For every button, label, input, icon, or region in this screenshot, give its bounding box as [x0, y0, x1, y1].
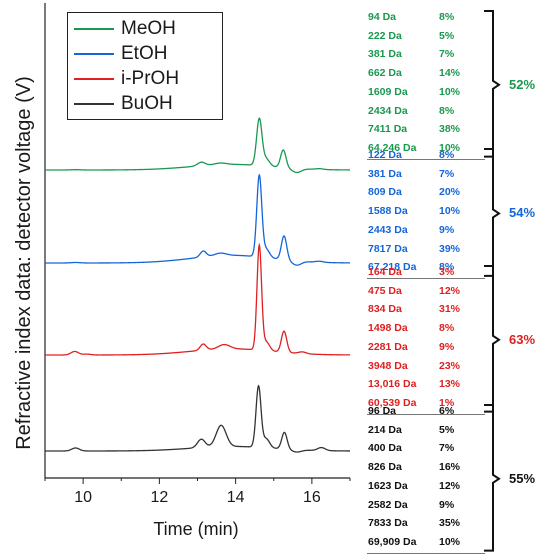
table-divider: [367, 552, 485, 554]
mw-mass: 400 Da: [368, 442, 402, 455]
mw-mass: 1498 Da: [368, 322, 408, 335]
mw-percent: 10%: [439, 535, 461, 548]
mw-percent: 38%: [439, 123, 461, 136]
mw-percent: 9%: [439, 498, 455, 511]
mw-mass: 1588 Da: [368, 205, 408, 218]
legend-item-buoh: BuOH: [68, 93, 222, 115]
legend-label-meoh: MeOH: [121, 18, 176, 39]
mw-mass: 2443 Da: [368, 223, 408, 236]
mw-percent: 39%: [439, 242, 461, 255]
mw-mass: 381 Da: [368, 167, 402, 180]
legend-swatch-meoh: [74, 28, 114, 30]
group-total: 52%: [509, 76, 536, 92]
mw-mass: 60,539 Da: [368, 396, 417, 409]
legend-item-iproh: i-PrOH: [68, 68, 222, 90]
mw-mass: 7833 Da: [368, 517, 408, 530]
mw-mass: 7817 Da: [368, 242, 408, 255]
mw-mass: 3948 Da: [368, 359, 408, 372]
legend: MeOH EtOH i-PrOH BuOH: [67, 12, 223, 120]
mw-percent: 7%: [439, 48, 455, 61]
legend-label-etoh: EtOH: [121, 43, 168, 64]
mw-mass: 1623 Da: [368, 479, 408, 492]
x-tick-label: 12: [150, 489, 168, 506]
mw-mass: 475 Da: [368, 284, 402, 297]
trace-iproh: [45, 242, 350, 356]
trace-meoh: [45, 117, 350, 174]
mw-percent: 31%: [439, 303, 461, 316]
trace-buoh: [45, 384, 351, 453]
brace: [484, 265, 501, 413]
brace: [484, 10, 501, 158]
mw-mass: 809 Da: [368, 186, 402, 199]
legend-swatch-etoh: [74, 53, 114, 55]
legend-label-buoh: BuOH: [121, 93, 173, 114]
mw-mass: 222 Da: [368, 29, 402, 42]
y-axis-title: Refractive index data: detector voltage …: [13, 76, 35, 450]
mw-mass: 164 Da: [368, 266, 402, 278]
mw-percent: 8%: [439, 261, 455, 274]
group-total: 63%: [509, 331, 536, 347]
mw-percent: 14%: [439, 67, 461, 80]
mw-percent: 9%: [439, 340, 455, 353]
mw-mass: 7411 Da: [368, 123, 408, 136]
legend-swatch-buoh: [74, 103, 114, 105]
legend-label-iproh: i-PrOH: [121, 68, 180, 89]
mw-percent: 10%: [439, 85, 461, 98]
mw-percent: 6%: [439, 405, 455, 417]
mw-percent: 20%: [439, 186, 461, 199]
mw-mass: 69,909 Da: [368, 535, 417, 548]
mw-mass: 122 Da: [368, 149, 402, 161]
trace-etoh: [45, 173, 350, 266]
mw-percent: 1%: [439, 396, 455, 409]
mw-percent: 16%: [439, 461, 461, 474]
mw-mass: 214 Da: [368, 423, 402, 436]
mw-percent: 23%: [439, 359, 461, 372]
mw-mass: 2582 Da: [368, 498, 408, 511]
mw-percent: 8%: [439, 104, 455, 117]
group-total: 55%: [509, 470, 536, 486]
mw-mass: 662 Da: [368, 67, 402, 80]
mw-percent: 7%: [439, 167, 455, 180]
mw-percent: 9%: [439, 223, 455, 236]
mw-percent: 5%: [439, 29, 455, 42]
mw-percent: 35%: [439, 517, 461, 530]
brace: [484, 404, 501, 552]
x-tick-label: 10: [74, 489, 92, 506]
mw-mass: 1609 Da: [368, 85, 408, 98]
mw-percent: 8%: [439, 322, 455, 335]
table-divider: [367, 277, 485, 279]
mw-mass: 834 Da: [368, 303, 402, 316]
x-tick-label: 16: [303, 489, 321, 506]
mw-mass: 64,246 Da: [368, 141, 417, 154]
mw-mass: 94 Da: [368, 11, 397, 23]
mw-mass: 13,016 Da: [368, 378, 417, 391]
mw-percent: 13%: [439, 378, 461, 391]
mw-percent: 8%: [439, 149, 455, 161]
x-tick-label: 14: [227, 489, 245, 506]
mw-mass: 381 Da: [368, 48, 402, 61]
legend-swatch-iproh: [74, 78, 114, 80]
mw-percent: 10%: [439, 205, 461, 218]
legend-item-etoh: EtOH: [68, 43, 222, 65]
group-total: 54%: [509, 205, 536, 221]
mw-percent: 7%: [439, 442, 455, 455]
mw-percent: 8%: [439, 11, 455, 23]
mw-percent: 3%: [439, 266, 455, 278]
mw-mass: 2281 Da: [368, 340, 408, 353]
brace: [484, 148, 501, 277]
mw-percent: 10%: [439, 141, 461, 154]
mw-mass: 96 Da: [368, 405, 397, 417]
mw-mass: 826 Da: [368, 461, 402, 474]
mw-mass: 2434 Da: [368, 104, 408, 117]
mw-percent: 12%: [439, 284, 461, 297]
table-divider: [367, 413, 485, 415]
mw-percent: 12%: [439, 479, 461, 492]
table-divider: [367, 158, 485, 160]
mw-percent: 5%: [439, 423, 455, 436]
legend-item-meoh: MeOH: [68, 18, 222, 40]
x-axis-title: Time (min): [153, 519, 239, 539]
mw-mass: 67,218 Da: [368, 261, 417, 274]
